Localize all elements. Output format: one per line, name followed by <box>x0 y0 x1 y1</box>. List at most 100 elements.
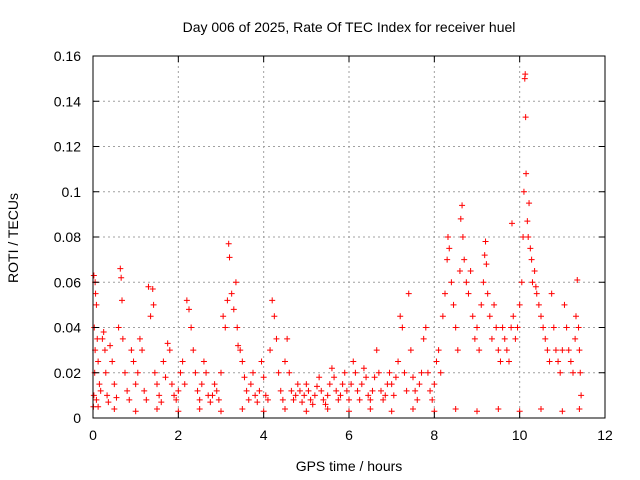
data-point <box>104 392 111 399</box>
data-point <box>218 408 224 415</box>
data-point <box>395 358 402 365</box>
data-point <box>179 358 186 365</box>
data-point <box>410 374 416 381</box>
data-point <box>424 369 431 376</box>
data-point <box>194 387 201 394</box>
data-point <box>296 387 303 394</box>
data-point <box>326 381 333 388</box>
data-point <box>380 396 387 403</box>
data-point <box>286 369 293 376</box>
data-point <box>514 324 521 331</box>
data-point <box>111 405 118 412</box>
data-point <box>538 405 544 412</box>
axes: 0 2 4 6 8 10 12 0 0.02 0.04 0.06 0.08 0.1 0.12 0.14 0.1… <box>54 48 613 443</box>
data-point <box>111 381 118 388</box>
data-point <box>203 369 210 376</box>
data-point <box>258 358 265 365</box>
data-point <box>230 306 237 313</box>
data-point <box>469 313 476 320</box>
data-point <box>190 347 197 354</box>
data-point <box>433 358 440 365</box>
data-point <box>548 290 555 297</box>
data-point <box>360 365 367 372</box>
data-point <box>267 347 274 354</box>
x-tick-label: 8 <box>430 427 438 443</box>
data-point <box>572 313 579 320</box>
data-point <box>522 71 529 78</box>
data-point <box>141 387 148 394</box>
data-points <box>90 71 585 415</box>
data-point <box>186 306 192 313</box>
data-point <box>510 313 517 320</box>
data-point <box>279 396 286 403</box>
data-point <box>465 290 472 297</box>
data-point <box>437 369 444 376</box>
data-point <box>322 401 329 408</box>
data-point <box>245 396 252 403</box>
data-point <box>324 405 331 412</box>
data-point <box>109 358 116 365</box>
data-point <box>209 392 216 399</box>
data-point <box>303 408 310 415</box>
data-point <box>269 297 276 304</box>
data-point <box>333 387 340 394</box>
data-point <box>452 405 459 412</box>
data-point <box>93 301 100 308</box>
data-point <box>516 301 523 308</box>
data-point <box>341 369 348 376</box>
data-point <box>561 301 568 308</box>
data-point <box>247 381 254 388</box>
data-point <box>309 401 316 408</box>
data-point <box>427 387 434 394</box>
data-point <box>128 347 135 354</box>
data-point <box>563 324 570 331</box>
data-point <box>271 313 278 320</box>
data-point <box>288 387 295 394</box>
data-point <box>224 297 231 304</box>
data-point <box>213 387 220 394</box>
data-point <box>119 335 126 342</box>
data-point <box>175 387 182 394</box>
data-point <box>132 408 139 415</box>
data-point <box>316 374 323 381</box>
data-point <box>512 335 519 342</box>
data-point <box>235 342 242 349</box>
data-point <box>139 347 146 354</box>
data-point <box>576 405 583 412</box>
data-point <box>483 261 490 268</box>
y-tick-label: 0.16 <box>54 48 81 64</box>
data-point <box>97 387 104 394</box>
data-point <box>200 358 207 365</box>
data-point <box>481 252 488 259</box>
data-point <box>196 405 203 412</box>
data-point <box>331 374 338 381</box>
data-point <box>328 365 335 372</box>
data-point <box>399 324 406 331</box>
data-point <box>578 392 585 399</box>
data-point <box>444 234 451 240</box>
data-point <box>488 335 495 342</box>
data-point <box>305 387 312 394</box>
x-tick-label: 2 <box>174 427 182 443</box>
data-point <box>337 392 344 399</box>
data-point <box>284 335 291 342</box>
data-point <box>405 290 412 297</box>
data-point <box>367 396 374 403</box>
data-point <box>478 301 485 308</box>
data-point <box>576 347 583 354</box>
data-point <box>378 387 384 394</box>
data-point <box>99 335 106 342</box>
data-point <box>559 347 566 354</box>
data-point <box>149 286 156 293</box>
x-tick-label: 4 <box>260 427 268 443</box>
data-point <box>160 358 167 365</box>
data-point <box>154 381 160 388</box>
data-point <box>107 342 114 349</box>
data-point <box>474 324 480 331</box>
data-point <box>454 347 461 354</box>
data-point <box>282 358 288 365</box>
data-point <box>552 347 559 354</box>
data-point <box>220 313 227 320</box>
data-point <box>457 215 464 222</box>
